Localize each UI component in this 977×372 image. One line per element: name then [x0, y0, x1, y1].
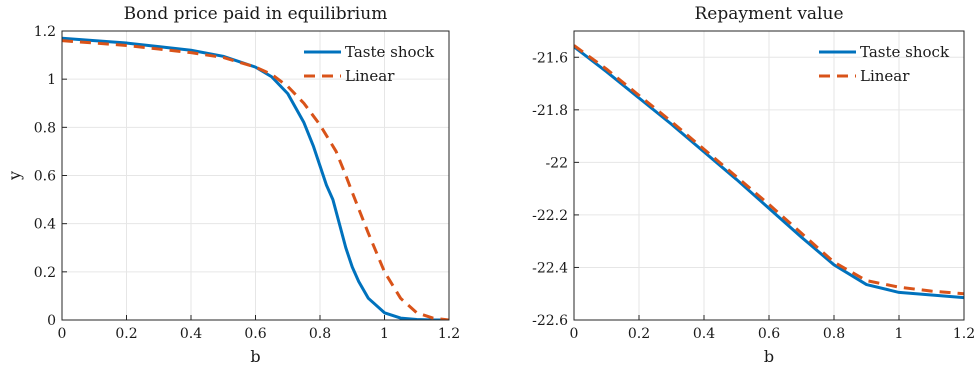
- series-line-linear: [62, 39, 449, 320]
- y-tick-label: -21.8: [532, 103, 568, 119]
- series-line-taste-shock: [574, 45, 964, 300]
- x-axis-label: b: [764, 347, 774, 366]
- x-tick-label: 1: [380, 326, 389, 342]
- x-tick-label: 0.8: [309, 326, 331, 342]
- x-tick-label: 0.8: [823, 326, 845, 342]
- x-tick-label: 0.4: [180, 326, 202, 342]
- legend: Taste shock Linear: [819, 43, 950, 85]
- chart-title: Bond price paid in equilibrium: [124, 4, 388, 24]
- x-tick-label: 0.2: [628, 326, 650, 342]
- chart-title: Repayment value: [694, 4, 843, 24]
- y-tick-label: 1: [47, 72, 56, 88]
- legend: Taste shock Linear: [304, 43, 435, 85]
- y-tick-label: -22.4: [532, 260, 568, 276]
- x-tick-label: 1: [895, 326, 904, 342]
- x-tick-label: 0.2: [115, 326, 137, 342]
- x-tick-label: 0: [58, 326, 67, 342]
- chart-panel-2: 0 0.2 0.4 0.6 0.8 1 1.2 -21.6 -21.8 -22 -22.2 -22.4…: [532, 4, 975, 366]
- x-tick-label: 0.4: [693, 326, 715, 342]
- y-tick-label: 0.2: [34, 265, 56, 281]
- y-tick-label: -22.2: [532, 208, 568, 224]
- legend-label: Taste shock: [345, 43, 435, 61]
- y-tick-label: -22.6: [532, 313, 568, 329]
- x-tick-label: 0: [570, 326, 579, 342]
- chart-panel-1: 0 0.2 0.4 0.6 0.8 1 1.2 0 0.2 0.4 0.6 0.8 1 1.2 Bond p…: [5, 4, 460, 366]
- x-tick-label: 1.2: [438, 326, 460, 342]
- y-axis-label: y: [5, 171, 24, 181]
- x-tick-label: 0.6: [758, 326, 780, 342]
- x-axis-label: b: [250, 347, 260, 366]
- plot-frame: [61, 30, 450, 321]
- y-tick-label: 0: [47, 313, 56, 329]
- legend-label: Taste shock: [860, 43, 950, 61]
- y-tick-label: 0.4: [34, 217, 56, 233]
- legend-label: Linear: [345, 67, 395, 85]
- plot-frame: [573, 30, 965, 321]
- y-tick-label: 0.8: [34, 120, 56, 136]
- x-tick-label: 0.6: [244, 326, 266, 342]
- y-tick-label: -21.6: [532, 50, 568, 66]
- y-tick-label: -22: [545, 155, 568, 171]
- y-tick-label: 0.6: [34, 169, 56, 185]
- series-line-linear: [574, 44, 964, 296]
- y-tick-label: 1.2: [34, 24, 56, 40]
- series-line-taste-shock: [62, 36, 449, 320]
- legend-label: Linear: [860, 67, 910, 85]
- x-tick-label: 1.2: [953, 326, 975, 342]
